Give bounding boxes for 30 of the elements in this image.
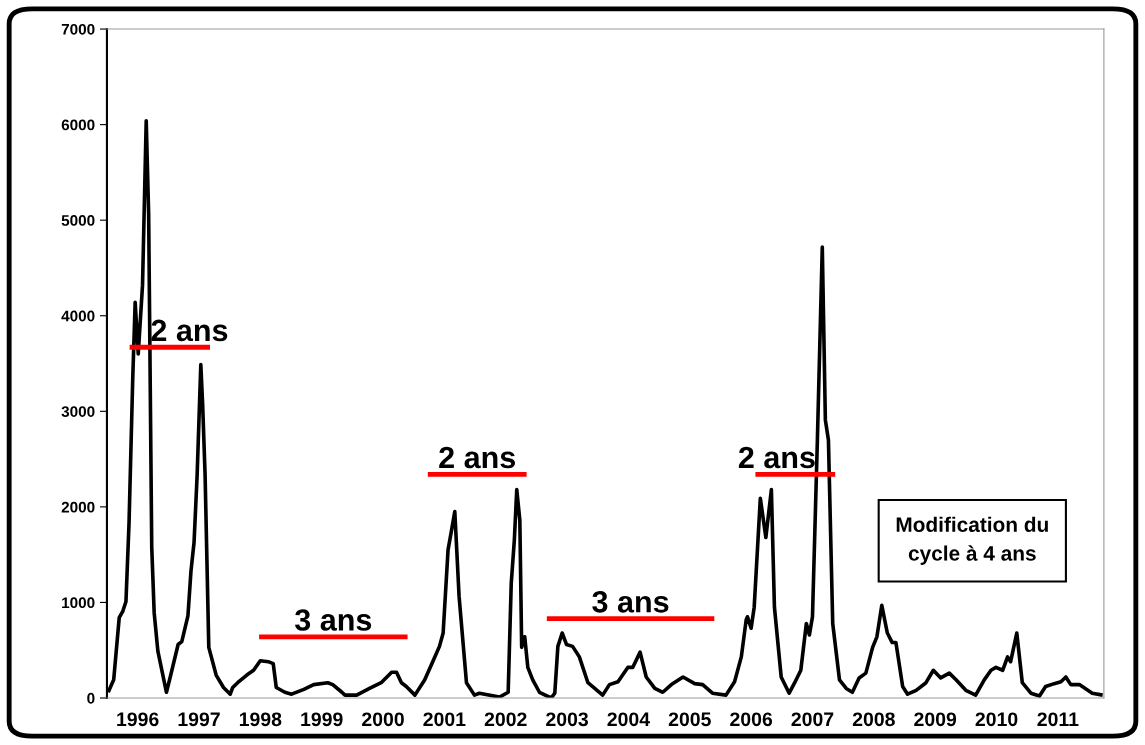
x-tick-label: 2001 — [423, 712, 466, 727]
x-tick-label: 1997 — [178, 712, 220, 727]
x-tick-label: 2008 — [852, 712, 895, 727]
x-tick-label: 2004 — [607, 712, 650, 727]
series-label: 2 ans — [738, 446, 815, 469]
series-label: 3 ans — [294, 609, 372, 631]
x-tick-label: 1998 — [239, 712, 282, 727]
y-tick-label: 6000 — [61, 119, 95, 131]
annotation: Modification du cycle à 4 ans — [896, 516, 1048, 565]
x-tick-label: 2000 — [362, 712, 404, 727]
y-tick-label: 7000 — [61, 23, 95, 35]
x-tick-label: 2003 — [546, 712, 588, 727]
series-label: 2 ans — [439, 446, 516, 469]
series-label: 2 ans — [151, 319, 228, 342]
x-tick-label: 2002 — [484, 712, 527, 727]
x-tick-label: 1999 — [301, 712, 343, 727]
y-tick-label: 4000 — [61, 310, 95, 322]
x-tick-label: 1996 — [117, 712, 159, 727]
y-tick-label: 3000 — [61, 406, 95, 418]
x-tick-label: 2010 — [975, 712, 1018, 727]
y-tick-label: 5000 — [61, 215, 95, 226]
x-tick-label: 2007 — [791, 712, 834, 727]
series-label: 3 ans — [592, 591, 669, 613]
x-tick-label: 2005 — [668, 712, 711, 727]
y-tick-label: 2000 — [61, 501, 95, 513]
x-tick-label: 2009 — [914, 712, 957, 727]
y-tick-label: 1000 — [62, 597, 95, 609]
x-tick-label: 2011 — [1037, 712, 1079, 727]
y-tick-label: 0 — [87, 692, 95, 704]
x-tick-label: 2006 — [730, 712, 773, 727]
